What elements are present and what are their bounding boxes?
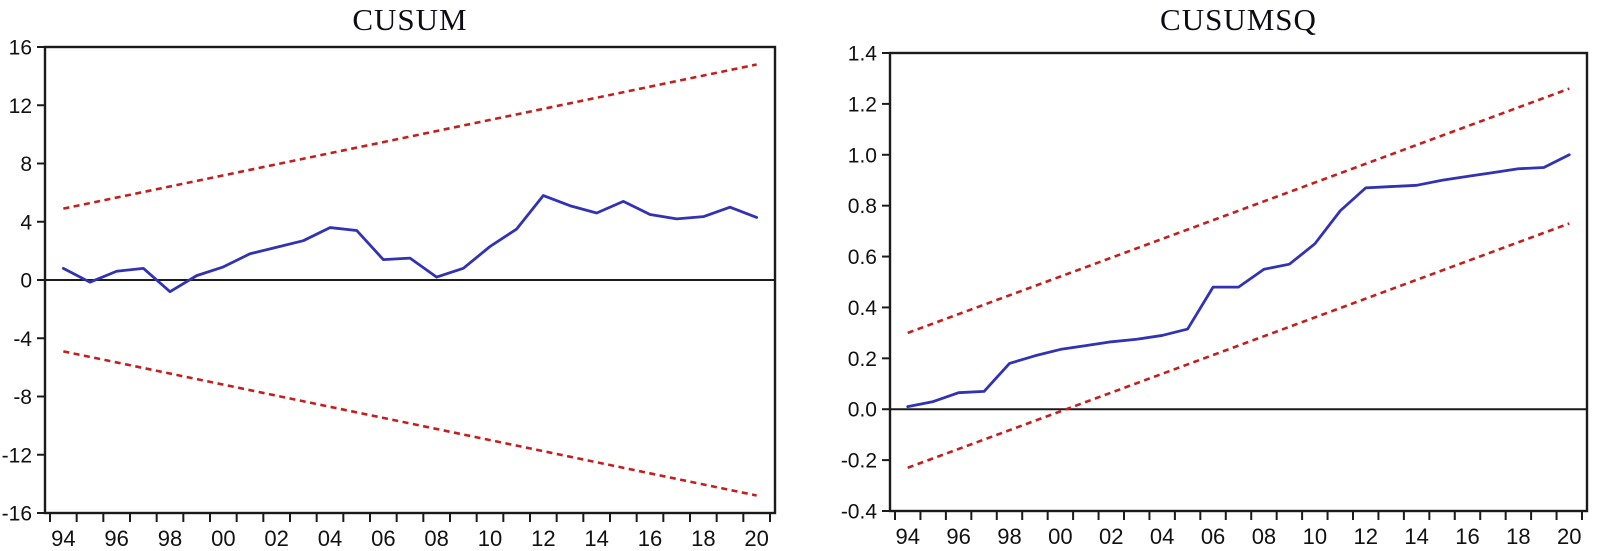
- y-axis: 16 12 8 4 0 -4 -8 -12 -16: [2, 37, 45, 526]
- x-tick-label: 18: [691, 526, 715, 551]
- x-tick-label: 00: [1048, 524, 1072, 549]
- y-tick-label: -4: [13, 328, 32, 351]
- x-tick-label: 04: [318, 526, 342, 551]
- y-tick-label: -12: [2, 444, 32, 467]
- chart-cusumsq: 1.4 1.2 1.0 0.8 0.6 0.4 0.2 0.0 -0.2 -0.4 94 96 98 00…: [841, 43, 1589, 549]
- series-5-significance-lower-bound: [907, 222, 1570, 469]
- x-tick-label: 94: [895, 524, 919, 549]
- x-tick-label: 96: [946, 524, 970, 549]
- x-tick-label: 16: [638, 526, 662, 551]
- x-tick-label: 96: [104, 526, 128, 551]
- x-tick-label: 20: [1557, 524, 1581, 549]
- x-tick-label: 12: [1353, 524, 1377, 549]
- y-tick-label: 4: [20, 211, 32, 234]
- y-tick-label: 0.0: [848, 399, 877, 422]
- x-tick-label: 10: [478, 526, 502, 551]
- y-tick-label: 0.6: [848, 246, 877, 269]
- y-tick-label: 0.2: [848, 348, 877, 371]
- x-tick-label: 08: [424, 526, 448, 551]
- y-tick-label: 0.4: [848, 297, 878, 320]
- x-tick-label: 06: [371, 526, 395, 551]
- cusum-chart-title: CUSUM: [352, 2, 468, 37]
- y-tick-label: 1.4: [848, 43, 878, 66]
- series-5-significance-lower-bound: [63, 350, 757, 497]
- cusumsq-chart-title: CUSUMSQ: [1160, 2, 1317, 37]
- series-cusum: [61, 194, 759, 294]
- y-tick-label: -0.2: [841, 450, 877, 473]
- series-5-significance-upper-bound: [907, 87, 1570, 335]
- y-tick-label: 0.8: [848, 195, 877, 218]
- plot-frame: [888, 51, 1589, 513]
- chart-cusum: 16 12 8 4 0 -4 -8 -12 -16 94 96 98 00 02 04 06 08 10 12 14 1…: [2, 37, 777, 551]
- series-cusum-of-squares: [906, 153, 1571, 409]
- plot-frame: [43, 45, 777, 515]
- x-tick-label: 02: [264, 526, 288, 551]
- x-axis: 94 96 98 00 02 04 06 08 10 12 14 16 18 20: [49, 513, 771, 551]
- y-tick-label: -8: [13, 386, 32, 409]
- y-tick-label: -0.4: [841, 501, 878, 524]
- x-axis: 94 96 98 00 02 04 06 08 10 12 14 16 18 20: [894, 511, 1583, 549]
- y-tick-label: 8: [20, 153, 32, 176]
- x-tick-label: 14: [584, 526, 608, 551]
- y-tick-label: -16: [2, 503, 32, 526]
- x-tick-label: 14: [1404, 524, 1428, 549]
- x-tick-label: 94: [51, 526, 75, 551]
- x-tick-label: 06: [1201, 524, 1225, 549]
- x-tick-label: 98: [158, 526, 182, 551]
- y-tick-label: 16: [9, 37, 32, 60]
- x-tick-label: 04: [1150, 524, 1174, 549]
- x-tick-label: 16: [1455, 524, 1479, 549]
- x-tick-label: 08: [1252, 524, 1276, 549]
- series-5-significance-upper-bound: [63, 63, 757, 210]
- y-axis: 1.4 1.2 1.0 0.8 0.6 0.4 0.2 0.0 -0.2 -0.4: [841, 43, 890, 524]
- y-tick-label: 1.2: [848, 93, 877, 116]
- x-tick-label: 10: [1303, 524, 1327, 549]
- x-tick-label: 18: [1506, 524, 1530, 549]
- y-tick-label: 12: [9, 95, 32, 118]
- y-tick-label: 1.0: [848, 144, 877, 167]
- x-tick-label: 12: [531, 526, 555, 551]
- x-tick-label: 98: [997, 524, 1021, 549]
- x-tick-label: 02: [1099, 524, 1123, 549]
- x-tick-label: 00: [211, 526, 235, 551]
- y-tick-label: 0: [20, 270, 32, 293]
- x-tick-label: 20: [744, 526, 768, 551]
